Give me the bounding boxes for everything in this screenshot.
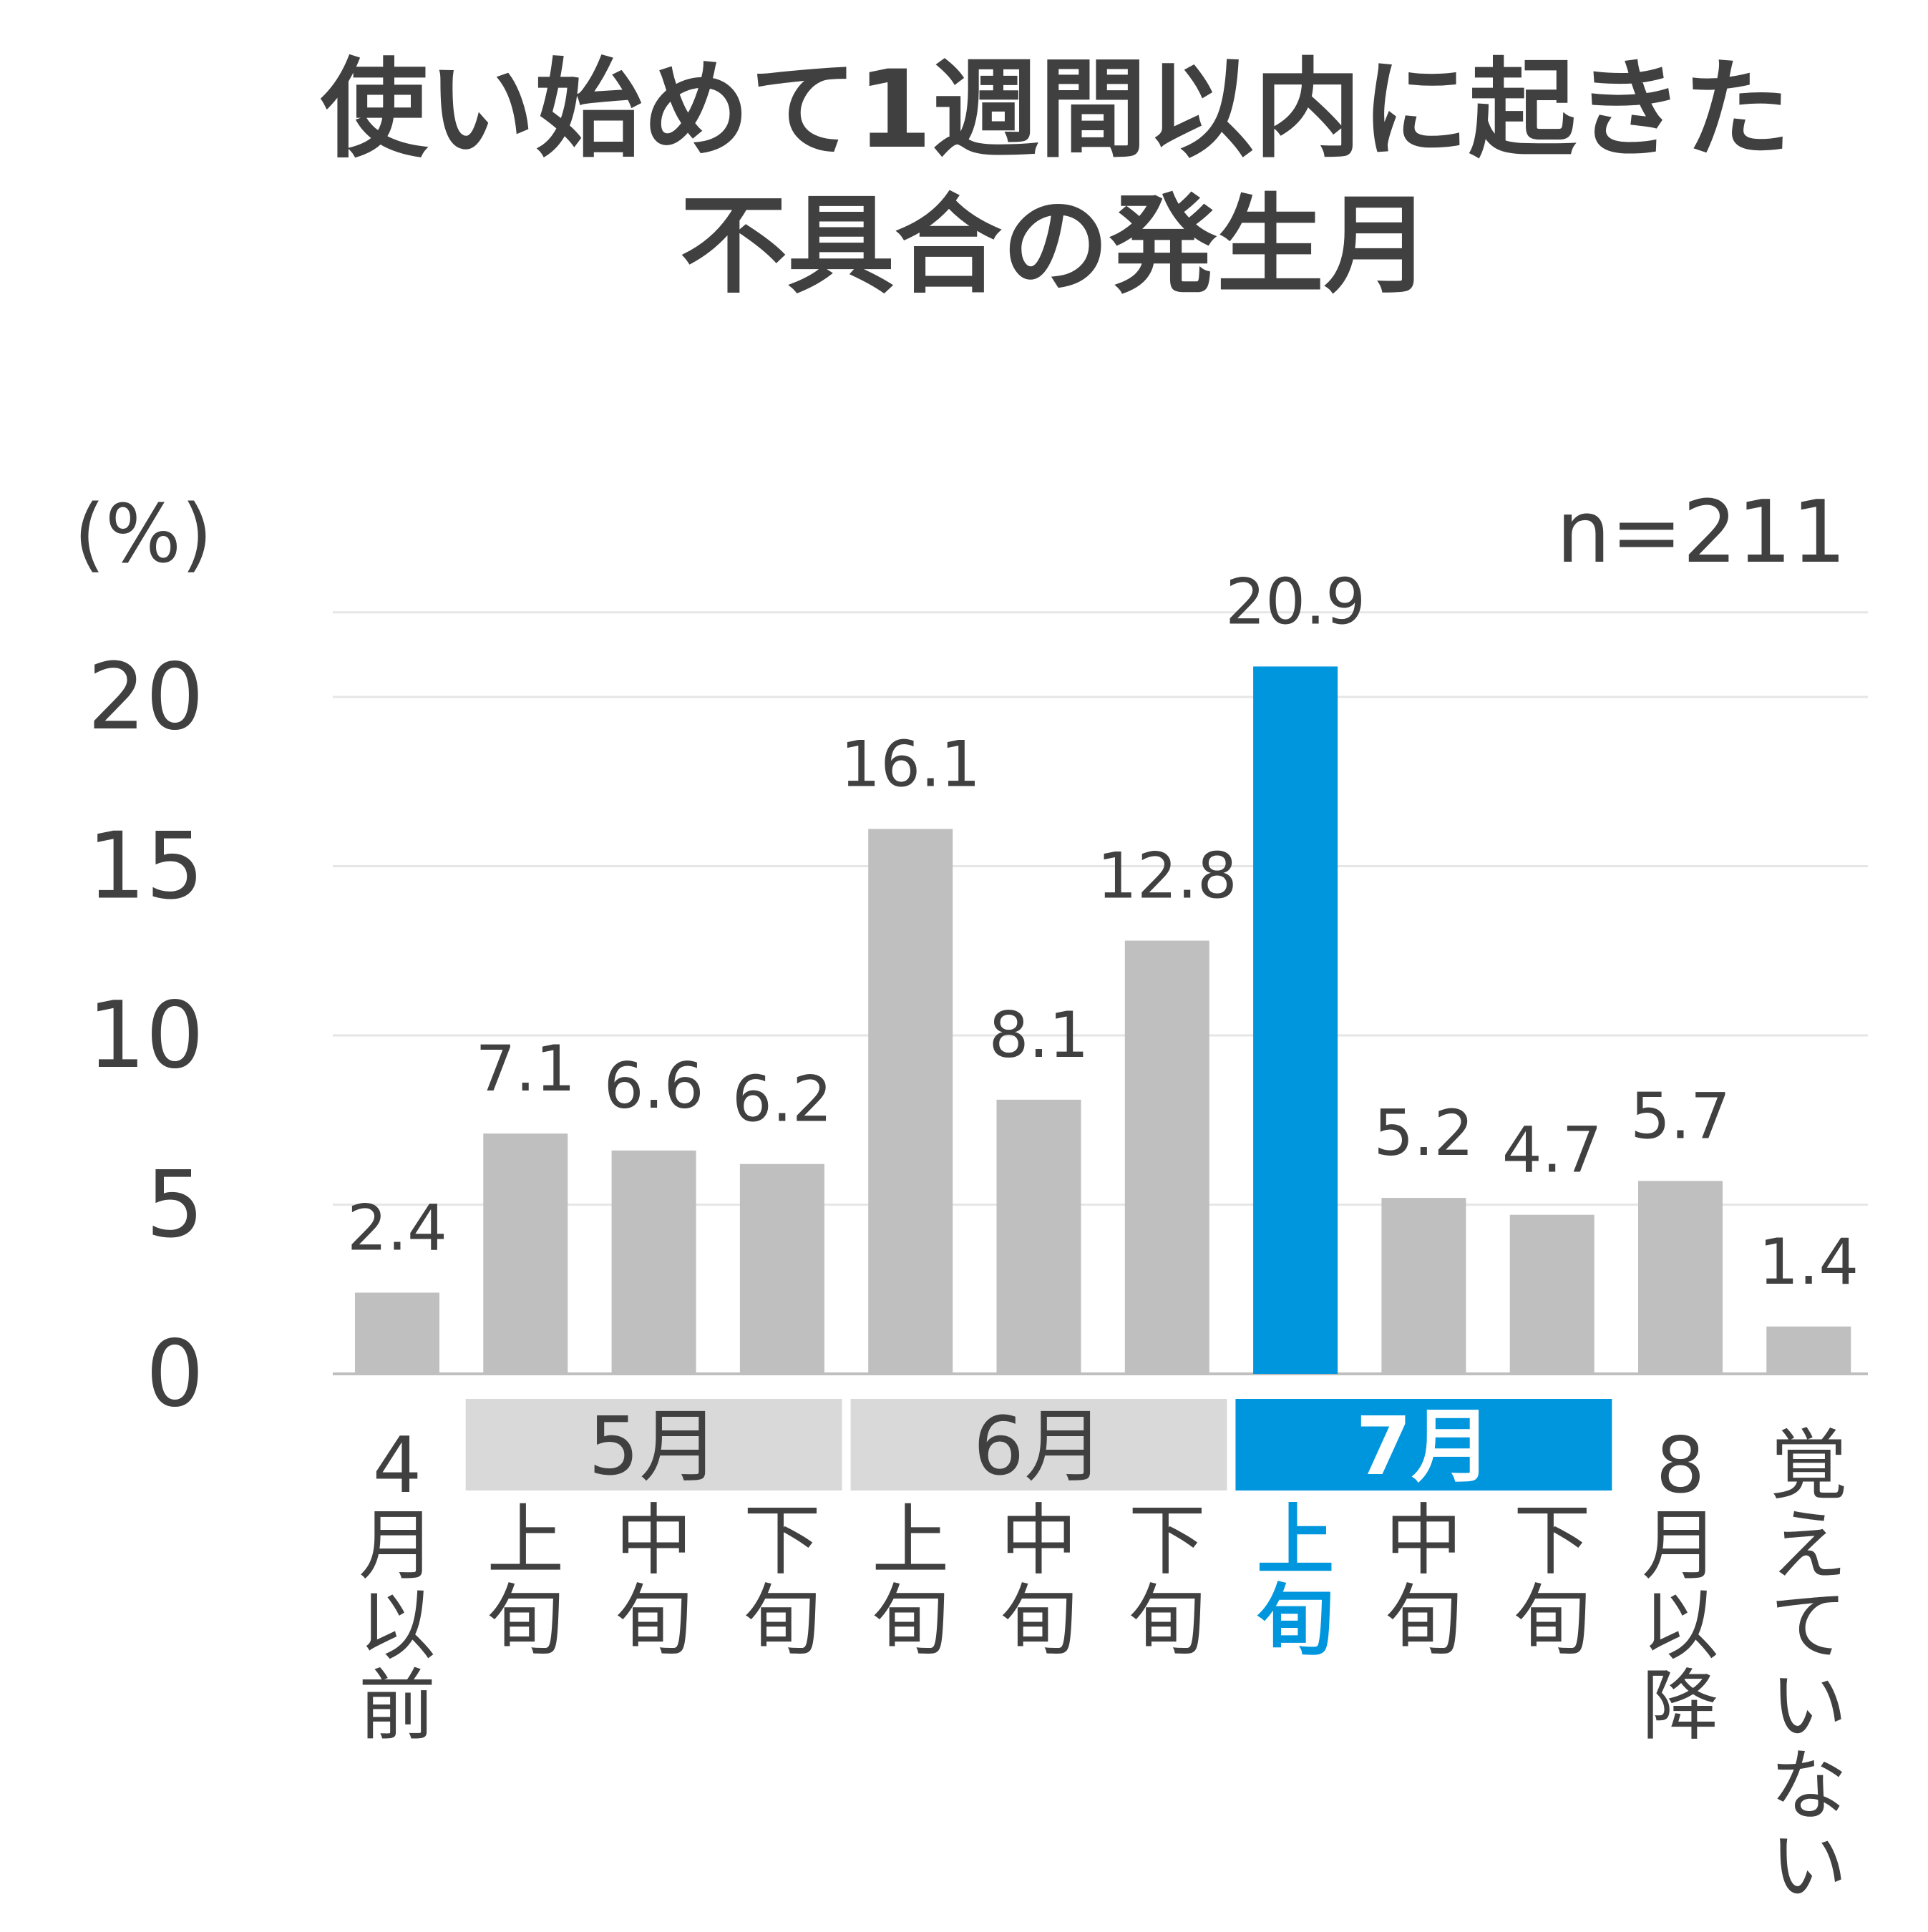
month-groups: 5月 6月 7月 — [465, 1399, 1612, 1493]
data-label: 6.6 — [604, 1049, 704, 1123]
data-label: 16.1 — [840, 727, 980, 801]
data-label: 20.9 — [1225, 565, 1365, 638]
chart-title-line: 使い始めて1週間以内に起きた — [321, 48, 1791, 172]
chart-title-line: 不具合の発生月 — [680, 184, 1431, 308]
data-label: 2.4 — [347, 1191, 447, 1264]
data-label: 8.1 — [989, 998, 1089, 1072]
category-label: 上旬 — [487, 1496, 564, 1666]
category-label: 中旬 — [1385, 1496, 1462, 1666]
bar — [996, 1099, 1081, 1374]
month-group-label: 7月 — [1355, 1400, 1491, 1493]
bar — [355, 1292, 439, 1374]
category-label: 覚えていない — [1770, 1421, 1847, 1911]
data-label: 6.2 — [732, 1063, 832, 1136]
sample-size-label: n=211 — [1556, 483, 1846, 582]
category-label: 8 月以降 — [1642, 1421, 1719, 1751]
y-tick-label: 5 — [146, 1152, 204, 1259]
data-label: 4.7 — [1502, 1113, 1602, 1187]
bar — [1124, 940, 1209, 1374]
category-label: 下旬 — [744, 1496, 821, 1666]
bar — [739, 1163, 824, 1374]
category-label: 中旬 — [615, 1496, 693, 1666]
data-label: 5.2 — [1373, 1096, 1474, 1170]
category-label: 下旬 — [1514, 1496, 1591, 1666]
gridlines — [333, 611, 1868, 1375]
category-label: 中旬 — [1000, 1496, 1077, 1666]
month-group-label: 6月 — [973, 1400, 1104, 1493]
y-tick-label: 0 — [146, 1321, 204, 1428]
y-tick-label: 15 — [87, 814, 204, 920]
bars — [355, 666, 1851, 1374]
category-label: 下旬 — [1129, 1496, 1206, 1666]
month-group-label: 5月 — [588, 1400, 719, 1493]
month-group-band — [1235, 1399, 1612, 1491]
bar — [1766, 1326, 1851, 1374]
month-group-band — [850, 1399, 1227, 1491]
bar — [1253, 666, 1338, 1374]
bar — [1381, 1198, 1466, 1374]
category-label: 上旬 — [872, 1496, 949, 1666]
bar — [611, 1150, 696, 1374]
y-axis-ticks: 0 5 10 15 20 — [87, 644, 204, 1428]
data-label: 12.8 — [1097, 839, 1237, 913]
bar — [483, 1133, 568, 1374]
y-tick-label: 20 — [87, 644, 204, 751]
bar — [868, 829, 953, 1374]
data-label: 1.4 — [1758, 1225, 1859, 1299]
category-label: 上旬 — [1257, 1496, 1334, 1666]
bar — [1638, 1181, 1723, 1374]
month-group-band — [465, 1399, 842, 1491]
data-label: 7.1 — [475, 1032, 575, 1106]
category-label: 4 月以前 — [359, 1421, 436, 1751]
y-tick-label: 10 — [87, 982, 204, 1089]
data-labels: 2.4 7.1 6.6 6.2 16.1 8.1 12.8 20.9 5.2 4.7 5.7 1.4 — [347, 565, 1859, 1298]
data-label: 5.7 — [1630, 1079, 1730, 1153]
bar — [1509, 1214, 1595, 1374]
y-axis-unit-label: (%) — [74, 488, 213, 581]
